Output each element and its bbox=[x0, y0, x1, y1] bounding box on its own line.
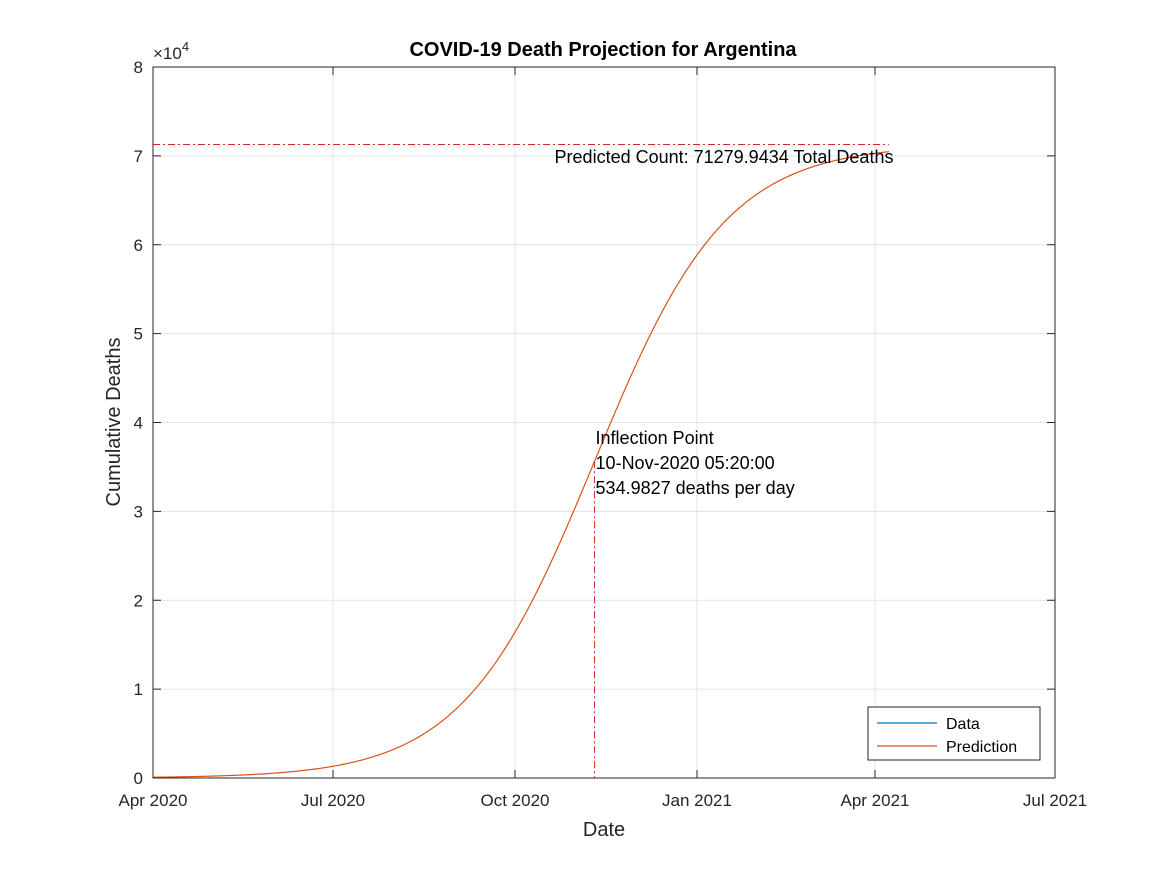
x-axis-label: Date bbox=[583, 819, 625, 841]
inflection-point-label: 10-Nov-2020 05:20:00 bbox=[596, 453, 775, 473]
x-tick-label: Apr 2020 bbox=[119, 791, 188, 810]
inflection-point-label: Inflection Point bbox=[596, 428, 714, 448]
y-axis-label: Cumulative Deaths bbox=[103, 338, 125, 507]
y-tick-labels: 0 1 2 3 4 5 6 7 8 bbox=[134, 58, 143, 788]
legend-label-prediction: Prediction bbox=[946, 739, 1017, 756]
x-tick-label: Oct 2020 bbox=[480, 791, 549, 810]
y-tick-label: 4 bbox=[134, 414, 143, 433]
tick-marks bbox=[152, 66, 1056, 779]
annotation-layer: Predicted Count: 71279.9434 Total Deaths… bbox=[153, 143, 894, 778]
y-tick-label: 8 bbox=[134, 58, 143, 77]
legend: Data Prediction bbox=[867, 706, 1041, 761]
legend-box bbox=[867, 706, 1041, 761]
x-tick-label: Apr 2021 bbox=[840, 791, 909, 810]
x-tick-label: Jan 2021 bbox=[662, 791, 732, 810]
legend-label-data: Data bbox=[946, 716, 980, 733]
series-line-prediction bbox=[152, 151, 889, 778]
y-tick-label: 7 bbox=[134, 147, 143, 166]
inflection-point-label: 534.9827 deaths per day bbox=[596, 478, 795, 498]
y-tick-label: 3 bbox=[134, 502, 143, 521]
predicted-count-label: Predicted Count: 71279.9434 Total Deaths bbox=[555, 147, 894, 167]
y-tick-label: 0 bbox=[134, 769, 143, 788]
y-tick-label: 1 bbox=[134, 680, 143, 699]
y-tick-label: 2 bbox=[134, 591, 143, 610]
series-layer bbox=[152, 151, 889, 778]
x-tick-labels: Apr 2020 Jul 2020 Oct 2020 Jan 2021 Apr 2021… bbox=[119, 791, 1088, 810]
x-tick-label: Jul 2021 bbox=[1023, 791, 1087, 810]
x-tick-label: Jul 2020 bbox=[301, 791, 365, 810]
y-tick-label: 6 bbox=[134, 236, 143, 255]
y-tick-label: 5 bbox=[134, 325, 143, 344]
chart-title: COVID-19 Death Projection for Argentina bbox=[409, 39, 797, 61]
y-exponent-label: ×104 bbox=[153, 39, 189, 63]
